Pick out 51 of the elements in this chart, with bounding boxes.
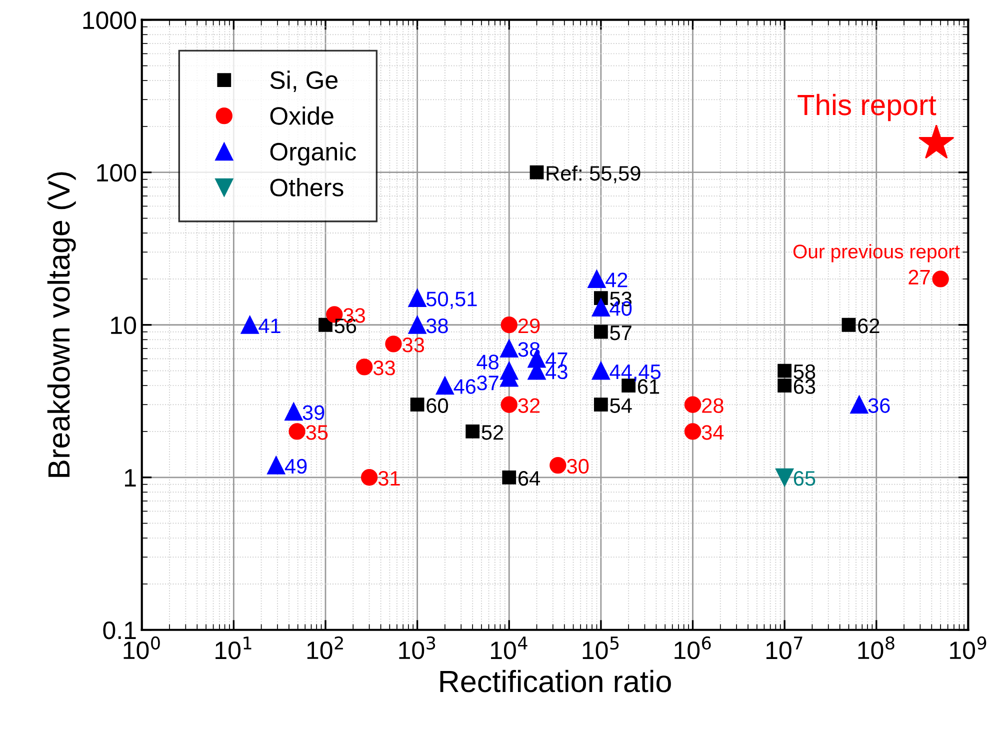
annotation: Ref: 55,59: [546, 165, 640, 184]
y-tick-label: 10: [111, 316, 136, 334]
annotation: 48: [476, 354, 498, 370]
annotation: 35: [306, 425, 328, 440]
annotation: 54: [610, 398, 632, 413]
series-label: This report: [798, 94, 936, 122]
x-tick-label: 10$^{1}$: [216, 636, 252, 660]
annotation: 39: [302, 405, 324, 420]
annotation: 42: [606, 272, 628, 288]
legend-label: Oxide: [270, 106, 334, 125]
annotation: 34: [702, 425, 724, 440]
annotation: 52: [482, 425, 504, 440]
annotation: 63: [794, 379, 816, 394]
x-tick-label: 10$^{3}$: [399, 636, 436, 660]
y-axis-title: Breakdown voltage (V): [47, 172, 76, 477]
annotation: 65: [794, 471, 816, 486]
annotation: 32: [518, 398, 540, 413]
legend-label: Organic: [270, 142, 356, 166]
annotation: 28: [702, 398, 724, 413]
x-tick-label: 10$^{8}$: [858, 636, 894, 660]
x-tick-label: 10$^{6}$: [674, 636, 711, 660]
y-tick-label: 1: [125, 469, 136, 486]
annotation: 37: [477, 376, 498, 390]
annotation: 36: [868, 398, 890, 413]
y-tick-label: 100: [97, 164, 136, 182]
x-tick-label: 10$^{2}$: [307, 636, 343, 660]
annotation: 31: [378, 471, 400, 486]
annotation: 30: [567, 458, 589, 474]
y-tick-label: 1000: [83, 11, 136, 30]
annotation: 50,51: [426, 292, 477, 309]
x-axis-title: Rectification ratio: [440, 670, 671, 692]
legend-label: Others: [270, 178, 344, 196]
annotation: Our previous report: [793, 244, 960, 262]
annotation: 60: [426, 398, 448, 413]
annotation: 38: [426, 318, 448, 334]
legend-label: Si, Ge: [270, 70, 338, 92]
x-tick-label: 10$^{9}$: [950, 636, 986, 660]
annotation: 57: [610, 326, 632, 340]
x-tick-label: 10$^{4}$: [491, 636, 528, 660]
annotation: 29: [518, 318, 540, 334]
annotation: 33: [373, 360, 395, 376]
annotation: 46: [454, 379, 476, 394]
annotation: 27: [908, 270, 930, 284]
annotation: 62: [858, 318, 880, 334]
annotation: 41: [258, 318, 280, 334]
annotation: 49: [284, 458, 307, 474]
x-tick-label: 10$^{5}$: [582, 636, 619, 660]
annotation: 58: [794, 364, 816, 380]
annotation: 33: [402, 338, 424, 352]
annotation: 64: [518, 471, 540, 486]
x-tick-label: 10$^{7}$: [766, 636, 802, 660]
